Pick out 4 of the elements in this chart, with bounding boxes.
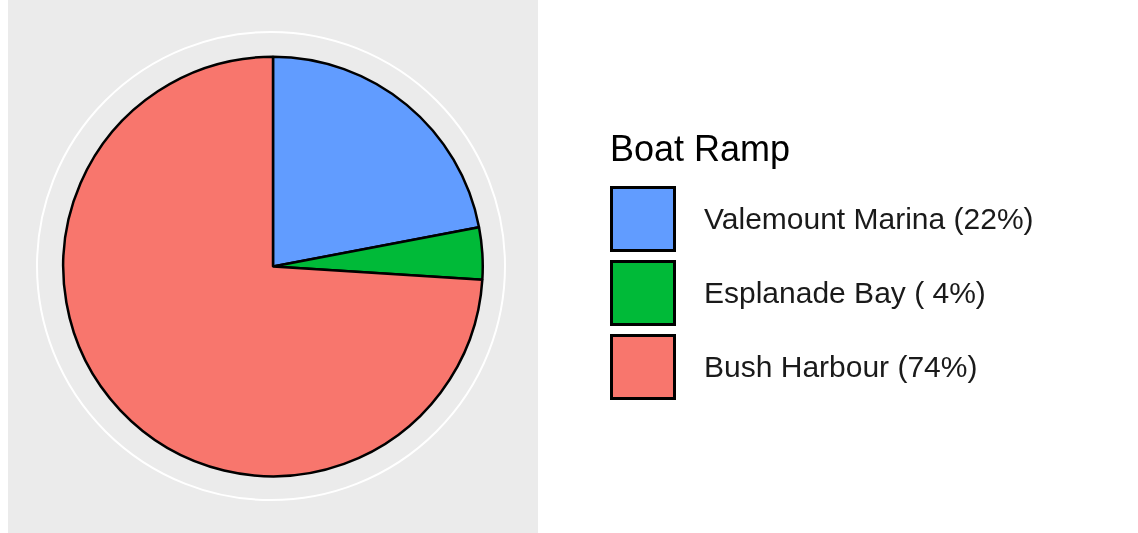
legend-label: Valemount Marina (22%) [704,202,1034,236]
legend-title: Boat Ramp [610,128,792,170]
legend-label: Esplanade Bay ( 4%) [704,276,986,310]
legend-label: Bush Harbour (74%) [704,350,978,384]
